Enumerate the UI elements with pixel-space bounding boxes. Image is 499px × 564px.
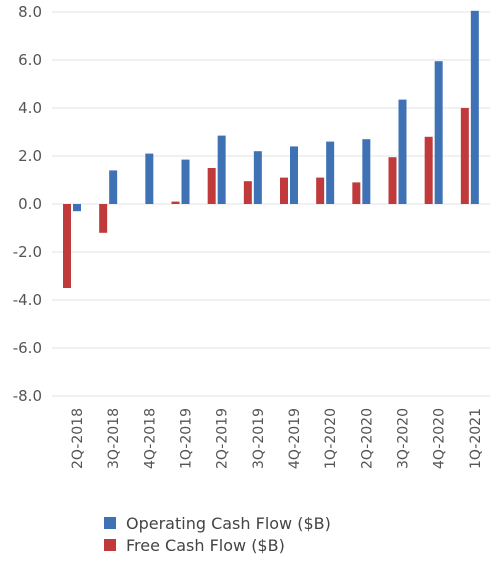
- operating-bar: [145, 153, 154, 204]
- operating-bar: [253, 151, 262, 204]
- y-tick-label: 4.0: [18, 99, 42, 117]
- free-bar: [207, 168, 216, 204]
- y-tick-label: 0.0: [18, 195, 42, 213]
- operating-swatch: [104, 517, 116, 529]
- operating-bar: [217, 135, 226, 204]
- y-tick-label: 8.0: [18, 3, 42, 21]
- x-tick-label: 3Q-2020: [396, 408, 412, 469]
- x-tick-label: 3Q-2019: [251, 408, 267, 469]
- x-tick-label: 2Q-2020: [359, 408, 375, 469]
- free-bar: [171, 201, 180, 204]
- operating-bar: [398, 99, 407, 204]
- x-tick-label: 1Q-2019: [179, 408, 195, 469]
- y-tick-label: 2.0: [18, 147, 42, 165]
- operating-bar: [290, 146, 298, 204]
- x-tick-label: 2Q-2018: [70, 408, 86, 469]
- gridlines: [52, 11, 490, 397]
- operating-bar: [73, 204, 81, 212]
- x-tick-label: 2Q-2019: [215, 408, 231, 469]
- x-tick-label: 4Q-2020: [432, 408, 448, 469]
- y-tick-label: -8.0: [13, 387, 42, 405]
- free-swatch: [104, 539, 116, 551]
- x-tick-label: 1Q-2021: [468, 408, 484, 469]
- operating-bar: [181, 159, 190, 204]
- y-tick-label: -2.0: [13, 243, 42, 261]
- operating-bar: [470, 10, 479, 204]
- free-bar: [63, 204, 71, 288]
- y-tick-label: 6.0: [18, 51, 42, 69]
- free-bar: [388, 157, 397, 204]
- free-bar: [424, 136, 433, 204]
- x-tick-label: 1Q-2020: [323, 408, 339, 469]
- operating-bar: [109, 170, 118, 204]
- free-bar: [99, 204, 108, 233]
- y-tick-label: -6.0: [13, 339, 42, 357]
- operating-bar: [434, 61, 443, 205]
- y-axis-ticks: 8.0 6.0 4.0 2.0 0.0 -2.0 -4.0 -6.0 -8.0: [13, 3, 42, 405]
- operating-bar: [326, 141, 335, 204]
- legend-item-operating: Operating Cash Flow ($B): [104, 512, 331, 534]
- legend-item-free: Free Cash Flow ($B): [104, 534, 331, 556]
- x-axis-ticks: 2Q-2018 3Q-2018 4Q-2018 1Q-2019 2Q-2019 3Q-20…: [70, 408, 484, 469]
- x-tick-label: 3Q-2018: [106, 408, 122, 469]
- free-bar: [280, 177, 288, 204]
- free-bar: [243, 181, 252, 204]
- legend-label-free: Free Cash Flow ($B): [126, 535, 285, 555]
- operating-bar: [362, 139, 371, 204]
- free-bar: [316, 177, 325, 204]
- legend-label-operating: Operating Cash Flow ($B): [126, 513, 331, 533]
- x-tick-label: 4Q-2018: [142, 408, 158, 469]
- y-tick-label: -4.0: [13, 291, 42, 309]
- free-bar: [460, 108, 469, 204]
- x-tick-label: 4Q-2019: [287, 408, 303, 469]
- legend: Operating Cash Flow ($B) Free Cash Flow …: [104, 512, 331, 556]
- bars: [63, 10, 479, 288]
- free-bar: [352, 182, 361, 204]
